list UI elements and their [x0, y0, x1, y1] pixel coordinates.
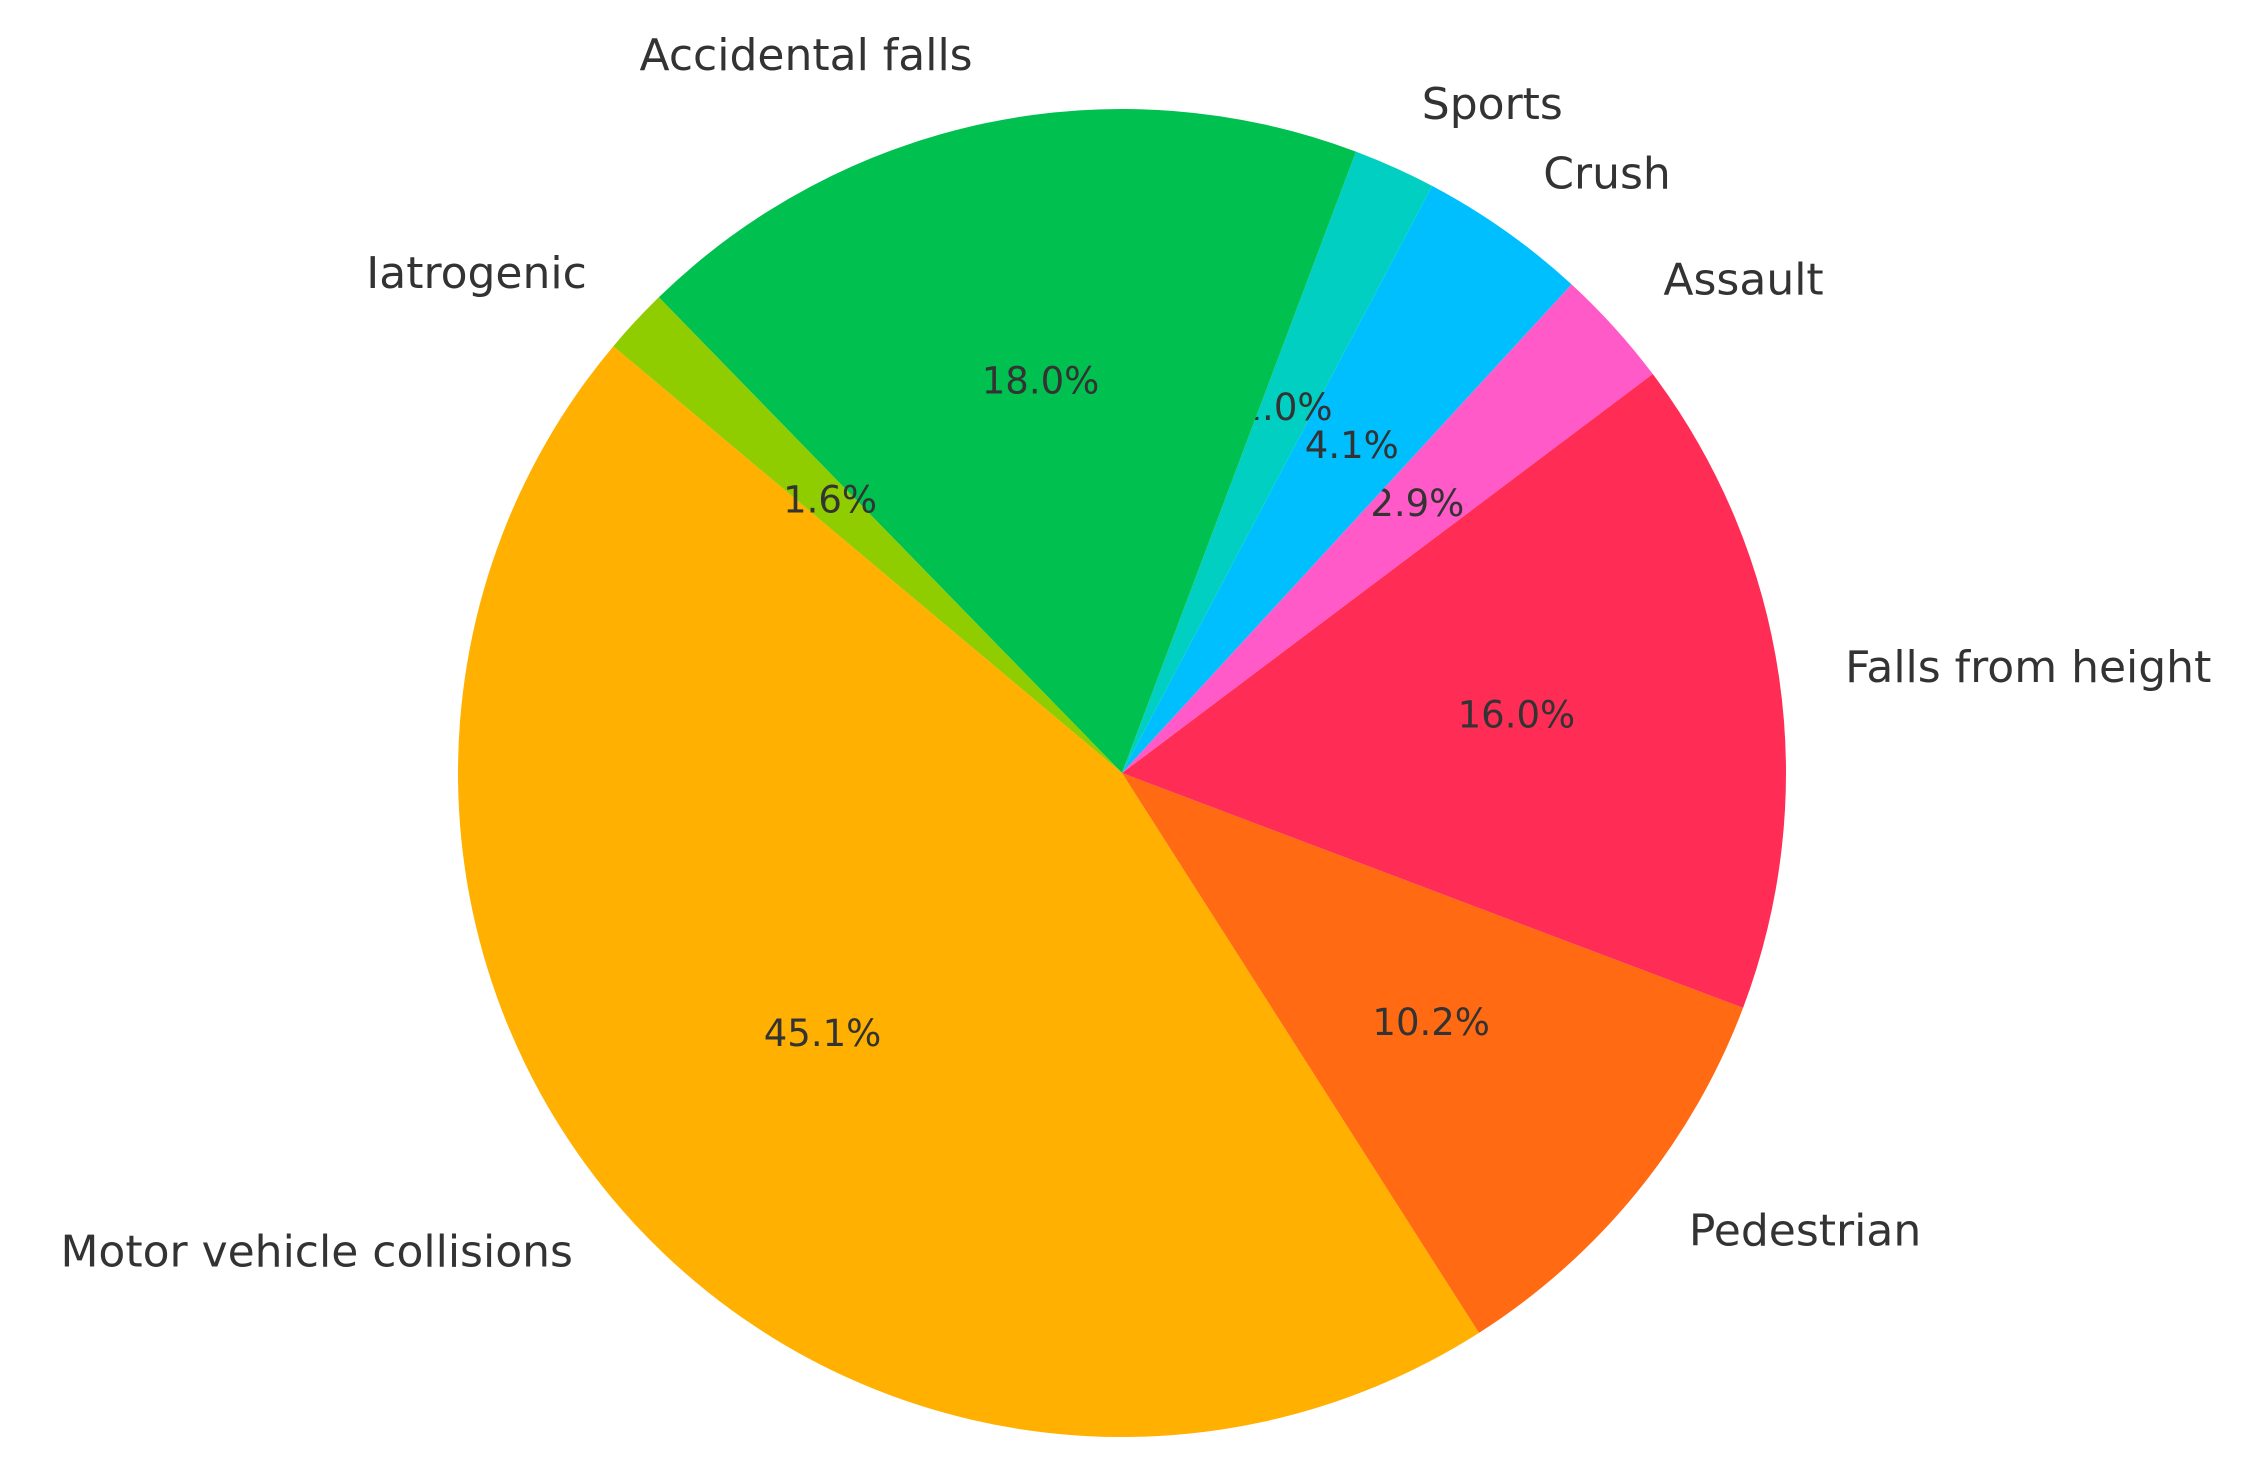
pie-slice — [458, 346, 1479, 1437]
pie-slice — [658, 109, 1356, 774]
pie-slice — [1122, 185, 1572, 773]
slice-label: Falls from height — [1845, 642, 2211, 693]
percent-label: 1.6% — [783, 478, 877, 521]
slice-label: Motor vehicle collisions — [60, 1227, 573, 1278]
percent-label: 16.0% — [1458, 693, 1576, 736]
slice-label: Iatrogenic — [366, 248, 587, 299]
slice-label: Accidental falls — [640, 30, 973, 81]
slice-label: Crush — [1543, 148, 1671, 199]
pie-slice — [613, 297, 1122, 773]
percent-label: 18.0% — [982, 360, 1100, 403]
slice-label: Sports — [1422, 79, 1563, 130]
slice-label: Assault — [1663, 255, 1823, 306]
percent-label: 45.1% — [764, 1012, 882, 1055]
percent-label: 10.2% — [1372, 1001, 1490, 1044]
pie-slice — [1122, 284, 1653, 773]
pie-slice — [1122, 773, 1744, 1333]
percent-label: 2.9% — [1370, 482, 1464, 525]
percent-label: 4.1% — [1305, 424, 1399, 467]
pie-slice — [1122, 373, 1786, 1008]
pie-slice — [1122, 151, 1433, 774]
slice-label: Pedestrian — [1689, 1206, 1921, 1257]
